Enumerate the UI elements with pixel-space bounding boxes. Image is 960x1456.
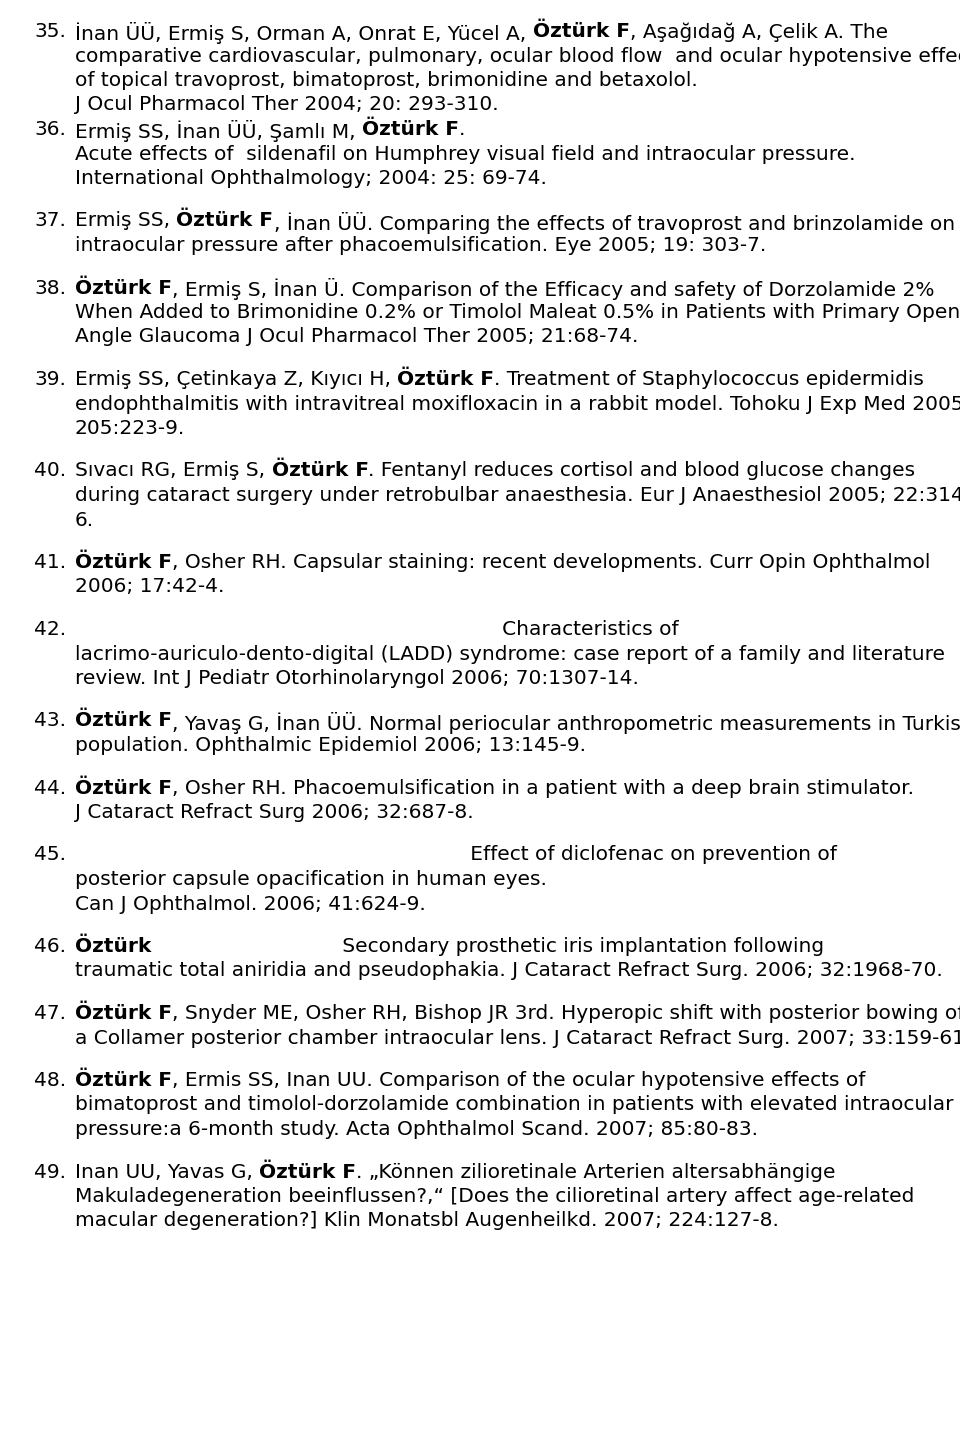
Text: a Collamer posterior chamber intraocular lens. J Cataract Refract Surg. 2007; 33: a Collamer posterior chamber intraocular… xyxy=(75,1028,960,1047)
Text: Secondary prosthetic iris implantation following: Secondary prosthetic iris implantation f… xyxy=(152,938,825,957)
Text: Sıvacı RG, Ermiş S,: Sıvacı RG, Ermiş S, xyxy=(75,462,272,480)
Text: 38.: 38. xyxy=(34,278,66,297)
Text: İnan ÜÜ, Ermiş S, Orman A, Onrat E, Yücel A,: İnan ÜÜ, Ermiş S, Orman A, Onrat E, Yüce… xyxy=(75,22,533,44)
Text: Öztürk: Öztürk xyxy=(75,938,152,957)
Text: posterior capsule opacification in human eyes.: posterior capsule opacification in human… xyxy=(75,871,547,890)
Text: Characteristics of: Characteristics of xyxy=(75,620,679,639)
Text: .: . xyxy=(459,119,466,138)
Text: 40.: 40. xyxy=(34,462,66,480)
Text: 43.: 43. xyxy=(34,712,66,731)
Text: Öztürk F: Öztürk F xyxy=(75,278,172,297)
Text: , Osher RH. Capsular staining: recent developments. Curr Opin Ophthalmol: , Osher RH. Capsular staining: recent de… xyxy=(172,553,930,572)
Text: Öztürk F: Öztürk F xyxy=(533,22,630,41)
Text: intraocular pressure after phacoemulsification. Eye 2005; 19: 303-7.: intraocular pressure after phacoemulsifi… xyxy=(75,236,766,255)
Text: . „Können zilioretinale Arterien altersabhängige: . „Können zilioretinale Arterien altersa… xyxy=(356,1162,836,1181)
Text: Acute effects of  sildenafil on Humphrey visual field and intraocular pressure.: Acute effects of sildenafil on Humphrey … xyxy=(75,144,855,163)
Text: 36.: 36. xyxy=(34,119,66,138)
Text: . Treatment of Staphylococcus epidermidis: . Treatment of Staphylococcus epidermidi… xyxy=(494,370,924,389)
Text: Öztürk F: Öztürk F xyxy=(362,119,459,138)
Text: endophthalmitis with intravitreal moxifloxacin in a rabbit model. Tohoku J Exp M: endophthalmitis with intravitreal moxifl… xyxy=(75,395,960,414)
Text: , Ermiş S, İnan Ü. Comparison of the Efficacy and safety of Dorzolamide 2%: , Ermiş S, İnan Ü. Comparison of the Eff… xyxy=(172,278,934,300)
Text: review. Int J Pediatr Otorhinolaryngol 2006; 70:1307-14.: review. Int J Pediatr Otorhinolaryngol 2… xyxy=(75,668,638,689)
Text: of topical travoprost, bimatoprost, brimonidine and betaxolol.: of topical travoprost, bimatoprost, brim… xyxy=(75,71,698,90)
Text: 44.: 44. xyxy=(34,779,66,798)
Text: Öztürk F: Öztürk F xyxy=(177,211,274,230)
Text: Can J Ophthalmol. 2006; 41:624-9.: Can J Ophthalmol. 2006; 41:624-9. xyxy=(75,894,425,913)
Text: Makuladegeneration beeinflussen?,“ [Does the cilioretinal artery affect age-rela: Makuladegeneration beeinflussen?,“ [Does… xyxy=(75,1187,914,1206)
Text: , Ermis SS, Inan UU. Comparison of the ocular hypotensive effects of: , Ermis SS, Inan UU. Comparison of the o… xyxy=(172,1072,865,1091)
Text: 47.: 47. xyxy=(34,1005,66,1024)
Text: Öztürk F: Öztürk F xyxy=(75,779,172,798)
Text: 46.: 46. xyxy=(34,938,66,957)
Text: lacrimo-auriculo-dento-digital (LADD) syndrome: case report of a family and lite: lacrimo-auriculo-dento-digital (LADD) sy… xyxy=(75,645,945,664)
Text: 6.: 6. xyxy=(75,511,94,530)
Text: Öztürk F: Öztürk F xyxy=(397,370,494,389)
Text: 48.: 48. xyxy=(34,1072,66,1091)
Text: , Yavaş G, İnan ÜÜ. Normal periocular anthropometric measurements in Turkish: , Yavaş G, İnan ÜÜ. Normal periocular an… xyxy=(172,712,960,734)
Text: 37.: 37. xyxy=(34,211,66,230)
Text: 35.: 35. xyxy=(34,22,66,41)
Text: , Snyder ME, Osher RH, Bishop JR 3rd. Hyperopic shift with posterior bowing of: , Snyder ME, Osher RH, Bishop JR 3rd. Hy… xyxy=(172,1005,960,1024)
Text: Öztürk F: Öztürk F xyxy=(75,1005,172,1024)
Text: J Cataract Refract Surg 2006; 32:687-8.: J Cataract Refract Surg 2006; 32:687-8. xyxy=(75,804,473,823)
Text: Effect of diclofenac on prevention of: Effect of diclofenac on prevention of xyxy=(75,846,837,865)
Text: International Ophthalmology; 2004: 25: 69-74.: International Ophthalmology; 2004: 25: 6… xyxy=(75,169,547,188)
Text: 41.: 41. xyxy=(34,553,66,572)
Text: Öztürk F: Öztürk F xyxy=(272,462,369,480)
Text: during cataract surgery under retrobulbar anaesthesia. Eur J Anaesthesiol 2005; : during cataract surgery under retrobulba… xyxy=(75,486,960,505)
Text: 45.: 45. xyxy=(34,846,66,865)
Text: , Osher RH. Phacoemulsification in a patient with a deep brain stimulator.: , Osher RH. Phacoemulsification in a pat… xyxy=(172,779,914,798)
Text: , Aşağıdağ A, Çelik A. The: , Aşağıdağ A, Çelik A. The xyxy=(630,22,888,42)
Text: Öztürk F: Öztürk F xyxy=(75,1072,172,1091)
Text: Öztürk F: Öztürk F xyxy=(75,712,172,731)
Text: 2006; 17:42-4.: 2006; 17:42-4. xyxy=(75,578,225,597)
Text: . Fentanyl reduces cortisol and blood glucose changes: . Fentanyl reduces cortisol and blood gl… xyxy=(369,462,916,480)
Text: traumatic total aniridia and pseudophakia. J Cataract Refract Surg. 2006; 32:196: traumatic total aniridia and pseudophaki… xyxy=(75,961,943,980)
Text: Ermiş SS, İnan ÜÜ, Şamlı M,: Ermiş SS, İnan ÜÜ, Şamlı M, xyxy=(75,119,362,143)
Text: Ermiş SS,: Ermiş SS, xyxy=(75,211,177,230)
Text: Inan UU, Yavas G,: Inan UU, Yavas G, xyxy=(75,1162,259,1181)
Text: Öztürk F: Öztürk F xyxy=(75,553,172,572)
Text: 42.: 42. xyxy=(34,620,66,639)
Text: 49.: 49. xyxy=(34,1162,66,1181)
Text: 205:223-9.: 205:223-9. xyxy=(75,419,185,438)
Text: macular degeneration?] Klin Monatsbl Augenheilkd. 2007; 224:127-8.: macular degeneration?] Klin Monatsbl Aug… xyxy=(75,1211,779,1230)
Text: Ermiş SS, Çetinkaya Z, Kıyıcı H,: Ermiş SS, Çetinkaya Z, Kıyıcı H, xyxy=(75,370,397,389)
Text: , İnan ÜÜ. Comparing the effects of travoprost and brinzolamide on: , İnan ÜÜ. Comparing the effects of trav… xyxy=(274,211,954,233)
Text: Öztürk F: Öztürk F xyxy=(259,1162,356,1181)
Text: pressure:a 6-month study. Acta Ophthalmol Scand. 2007; 85:80-83.: pressure:a 6-month study. Acta Ophthalmo… xyxy=(75,1120,758,1139)
Text: J Ocul Pharmacol Ther 2004; 20: 293-310.: J Ocul Pharmacol Ther 2004; 20: 293-310. xyxy=(75,96,498,115)
Text: 39.: 39. xyxy=(34,370,66,389)
Text: bimatoprost and timolol-dorzolamide combination in patients with elevated intrao: bimatoprost and timolol-dorzolamide comb… xyxy=(75,1095,953,1114)
Text: comparative cardiovascular, pulmonary, ocular blood flow  and ocular hypotensive: comparative cardiovascular, pulmonary, o… xyxy=(75,47,960,66)
Text: When Added to Brimonidine 0.2% or Timolol Maleat 0.5% in Patients with Primary O: When Added to Brimonidine 0.2% or Timolo… xyxy=(75,303,960,322)
Text: population. Ophthalmic Epidemiol 2006; 13:145-9.: population. Ophthalmic Epidemiol 2006; 1… xyxy=(75,735,586,756)
Text: Angle Glaucoma J Ocul Pharmacol Ther 2005; 21:68-74.: Angle Glaucoma J Ocul Pharmacol Ther 200… xyxy=(75,328,638,347)
